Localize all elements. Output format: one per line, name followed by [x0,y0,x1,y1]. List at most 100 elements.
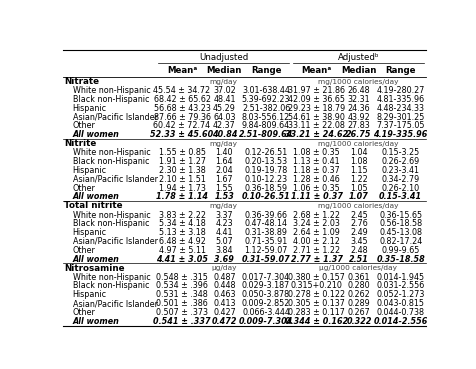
Text: 1.04: 1.04 [349,148,367,157]
Text: Black non-Hispanic: Black non-Hispanic [72,219,149,228]
Text: 6.48 ± 4.92: 6.48 ± 4.92 [159,237,205,246]
Text: 0.531 ± .348: 0.531 ± .348 [156,290,208,299]
Text: White non-Hispanic: White non-Hispanic [72,86,150,95]
Text: mg/day: mg/day [209,141,237,147]
Text: 33.21 ± 24.62: 33.21 ± 24.62 [285,130,347,139]
Text: Black non-Hispanic: Black non-Hispanic [72,157,149,166]
Text: 3.83 ± 2.22: 3.83 ± 2.22 [158,211,205,220]
Text: mg/1000 calories/day: mg/1000 calories/day [317,79,398,85]
Text: 0.36-39.66: 0.36-39.66 [244,211,287,220]
Text: 33.11 ± 22.08: 33.11 ± 22.08 [288,121,345,130]
Text: 5.39-692.23: 5.39-692.23 [241,95,289,104]
Text: 0.283 ± 0.117: 0.283 ± 0.117 [288,308,345,317]
Text: 26.48: 26.48 [347,86,369,95]
Text: 42.09 ± 36.65: 42.09 ± 36.65 [288,95,345,104]
Text: 0.31-38.89: 0.31-38.89 [244,228,287,237]
Text: Meanᵃ: Meanᵃ [167,66,197,75]
Text: Median: Median [341,66,376,75]
Text: Nitrite: Nitrite [64,139,96,148]
Text: 0.541 ± .337: 0.541 ± .337 [153,317,210,326]
Text: 0.501 ± .386: 0.501 ± .386 [156,299,208,308]
Text: 1.78 ± 1.14: 1.78 ± 1.14 [156,192,208,201]
Text: 5.13 ± 3.18: 5.13 ± 3.18 [159,228,205,237]
Text: Unadjusted: Unadjusted [198,53,248,62]
Text: 0.10-26.51: 0.10-26.51 [241,192,290,201]
Text: 2.30 ± 1.38: 2.30 ± 1.38 [159,166,205,175]
Text: 2.77 ± 1.37: 2.77 ± 1.37 [290,255,342,263]
Text: μg/day: μg/day [210,265,236,271]
Text: 42.37: 42.37 [213,121,235,130]
Text: 0.315+0.210: 0.315+0.210 [290,282,342,290]
Text: 2.45: 2.45 [349,211,367,220]
Text: 0.10-12.23: 0.10-12.23 [244,175,287,184]
Text: 2.04: 2.04 [215,166,233,175]
Text: 0.99-9.65: 0.99-9.65 [381,246,419,255]
Text: Other: Other [72,121,95,130]
Text: 2.48: 2.48 [349,246,367,255]
Text: 0.267: 0.267 [347,308,370,317]
Text: Black non-Hispanic: Black non-Hispanic [72,95,149,104]
Text: White non-Hispanic: White non-Hispanic [72,148,150,157]
Text: 3.37: 3.37 [215,211,233,220]
Text: 7.37-175.05: 7.37-175.05 [376,121,424,130]
Text: 37.02: 37.02 [213,86,235,95]
Text: 0.044-0.738: 0.044-0.738 [376,308,424,317]
Text: 0.017-7.304: 0.017-7.304 [241,273,289,282]
Text: 1.91 ± 1.27: 1.91 ± 1.27 [158,157,205,166]
Text: 8.29-301.25: 8.29-301.25 [376,113,424,122]
Text: 0.066-3.444: 0.066-3.444 [241,308,289,317]
Text: All women: All women [72,130,119,139]
Text: 0.56-18.58: 0.56-18.58 [378,219,421,228]
Text: 1.06 ± 0.35: 1.06 ± 0.35 [293,183,339,193]
Text: Meanᵃ: Meanᵃ [301,66,331,75]
Text: 68.42 ± 65.62: 68.42 ± 65.62 [153,95,210,104]
Text: 48.41: 48.41 [213,95,235,104]
Text: 0.47-48.14: 0.47-48.14 [244,219,287,228]
Text: 0.280: 0.280 [347,282,369,290]
Text: 26.75: 26.75 [346,130,371,139]
Text: 31.97 ± 21.86: 31.97 ± 21.86 [288,86,345,95]
Text: White non-Hispanic: White non-Hispanic [72,273,150,282]
Text: 4.19-335.96: 4.19-335.96 [373,130,427,139]
Text: 45.29: 45.29 [212,104,235,113]
Text: 5.34 ± 4.18: 5.34 ± 4.18 [159,219,205,228]
Text: mg/1000 calories/day: mg/1000 calories/day [317,203,398,209]
Text: 32.31: 32.31 [347,95,369,104]
Text: 2.49: 2.49 [349,228,367,237]
Text: 0.014-2.556: 0.014-2.556 [373,317,427,326]
Text: 0.31-59.07: 0.31-59.07 [241,255,290,263]
Text: 40.84: 40.84 [211,130,237,139]
Text: 1.22: 1.22 [349,175,367,184]
Text: 2.76: 2.76 [349,219,367,228]
Text: 1.55 ± 0.85: 1.55 ± 0.85 [158,148,205,157]
Text: mg/1000 calories/day: mg/1000 calories/day [317,141,398,147]
Text: 60.42 ± 72.74: 60.42 ± 72.74 [153,121,210,130]
Text: All women: All women [72,317,119,326]
Text: 1.18 ± 0.37: 1.18 ± 0.37 [293,166,339,175]
Text: 0.361: 0.361 [347,273,369,282]
Text: Range: Range [250,66,281,75]
Text: 0.014-1.945: 0.014-1.945 [376,273,424,282]
Text: 2.71 ± 1.22: 2.71 ± 1.22 [292,246,339,255]
Text: 1.67: 1.67 [215,175,233,184]
Text: 0.45-13.08: 0.45-13.08 [378,228,421,237]
Text: 52.33 ± 45.60: 52.33 ± 45.60 [150,130,213,139]
Text: 0.20-13.53: 0.20-13.53 [244,157,287,166]
Text: Range: Range [385,66,415,75]
Text: Asian/Pacific Islander: Asian/Pacific Islander [72,175,157,184]
Text: Nitrate: Nitrate [64,77,99,86]
Text: 54.61 ± 38.90: 54.61 ± 38.90 [288,113,345,122]
Text: 4.97 ± 5.11: 4.97 ± 5.11 [158,246,205,255]
Text: 3.01-638.44: 3.01-638.44 [241,86,289,95]
Text: Hispanic: Hispanic [72,290,107,299]
Text: Nitrosamine: Nitrosamine [64,263,124,273]
Text: 0.052-1.273: 0.052-1.273 [376,290,424,299]
Text: 0.12-26.51: 0.12-26.51 [244,148,287,157]
Text: Asian/Pacific Islander: Asian/Pacific Islander [72,113,157,122]
Text: 0.050-3.878: 0.050-3.878 [241,290,289,299]
Text: 1.05: 1.05 [349,183,367,193]
Text: 0.15-3.41: 0.15-3.41 [378,192,421,201]
Text: 0.344 ± 0.162: 0.344 ± 0.162 [285,317,347,326]
Text: 0.36-15.65: 0.36-15.65 [378,211,421,220]
Text: 0.262: 0.262 [347,290,370,299]
